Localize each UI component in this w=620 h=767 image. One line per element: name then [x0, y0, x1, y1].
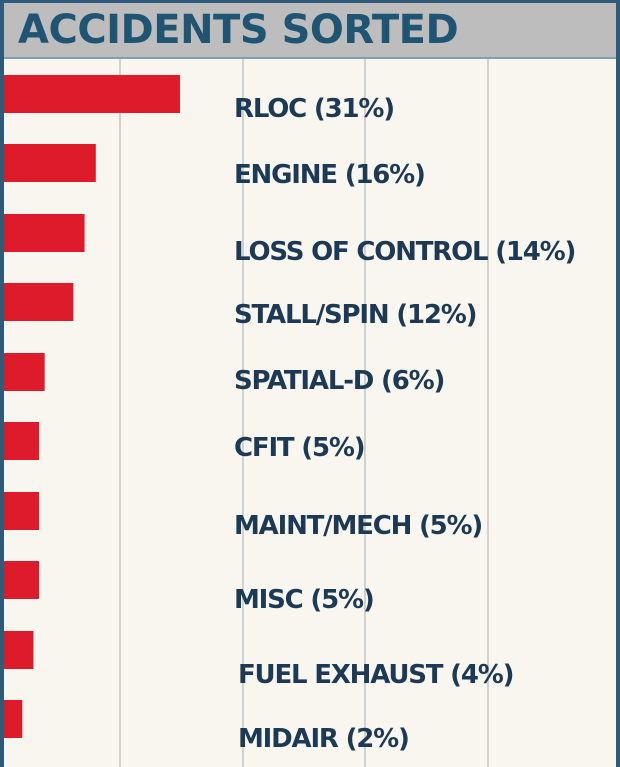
bar-rloc	[4, 75, 180, 113]
chart-title: ACCIDENTS SORTED	[18, 7, 459, 53]
bar-label: FUEL EXHAUST (4%)	[238, 660, 513, 690]
title-bar: ACCIDENTS SORTED	[4, 3, 616, 59]
bar-label: ENGINE (16%)	[234, 160, 425, 190]
bar-label: LOSS OF CONTROL (14%)	[234, 237, 575, 267]
bar-label: CFIT (5%)	[234, 433, 364, 463]
bar-chart: RLOC (31%) ENGINE (16%) LOSS OF CONTROL (1…	[4, 59, 576, 767]
bar-spatial-d	[4, 353, 45, 391]
bar-maint-mech	[4, 492, 40, 530]
bar-label: SPATIAL-D (6%)	[234, 366, 444, 396]
bar-label: MISC (5%)	[234, 585, 374, 615]
bar-label: MIDAIR (2%)	[238, 724, 409, 754]
bar-stall-spin	[4, 283, 74, 321]
gridlines	[119, 59, 489, 767]
bar-label: STALL/SPIN (12%)	[234, 300, 476, 330]
bar-label: RLOC (31%)	[234, 94, 394, 124]
plot-area: RLOC (31%) ENGINE (16%) LOSS OF CONTROL (1…	[4, 59, 616, 767]
bar-engine	[4, 144, 96, 182]
bar-label: MAINT/MECH (5%)	[234, 511, 482, 541]
bar-misc	[4, 561, 40, 599]
bar-midair	[4, 700, 23, 738]
bar-cfit	[4, 422, 40, 460]
bar-labels: RLOC (31%) ENGINE (16%) LOSS OF CONTROL (1…	[234, 94, 576, 754]
bars	[4, 75, 180, 738]
bar-loss-of-control	[4, 214, 85, 252]
bar-fuel-exhaust	[4, 631, 34, 669]
